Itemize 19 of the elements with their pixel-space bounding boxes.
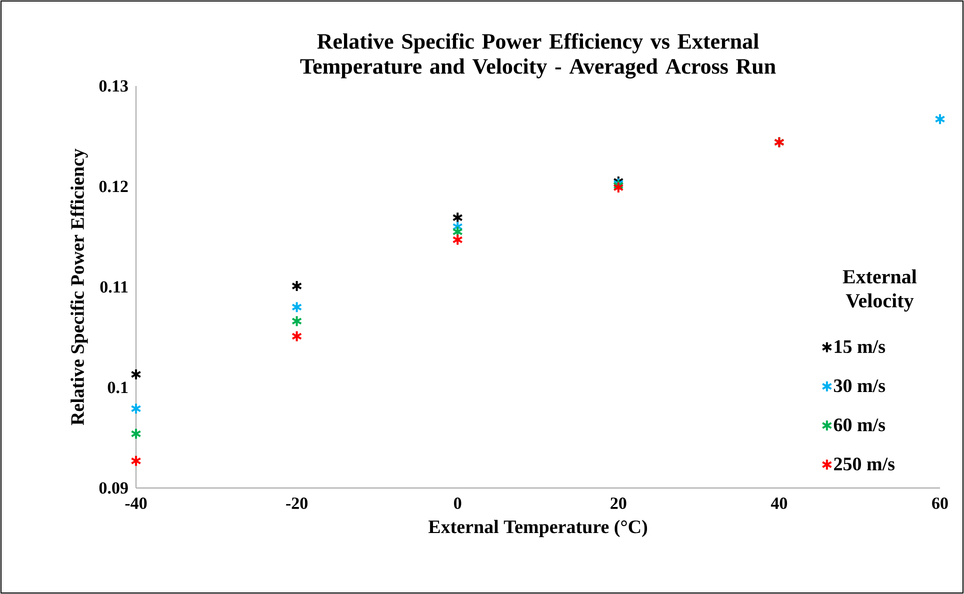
legend-label: 250 m/s [834,458,895,470]
y-tick-label: 0.1 [108,382,128,394]
x-axis-title: External Temperature (°C) [428,520,648,538]
x-tick-label: -20 [286,498,308,509]
x-tick-label: 20 [610,498,626,509]
x-tick-label: 40 [770,498,788,509]
chart-title: Relative Specific Power Efficiency vs External Temperature and Velocity - Averaged Across Run [300,33,776,78]
y-tick-label: 0.12 [99,180,128,192]
x-tick-label: -40 [125,498,147,509]
y-tick-label: 0.11 [100,281,128,293]
y-tick-label: 0.09 [99,482,128,494]
y-axis-title: Relative Specific Power Efficiency [70,148,88,426]
x-tick-label: 0 [454,498,462,509]
legend-title: External Velocity [842,269,917,312]
legend-label: 60 m/s [834,418,886,432]
legend-label: 30 m/s [834,379,886,392]
y-tick-label: 0.13 [99,80,128,92]
x-tick-label: 60 [932,498,948,509]
legend-label: 15 m/s [834,340,886,354]
